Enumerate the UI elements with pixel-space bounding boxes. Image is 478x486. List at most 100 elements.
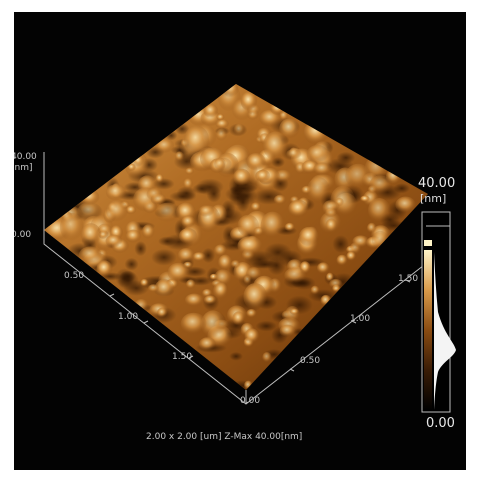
surface-peak	[313, 162, 332, 176]
surface-peak	[260, 211, 285, 239]
y-tick-label-150: 1.50	[398, 274, 419, 284]
surface-peak	[250, 202, 261, 212]
surface-peak	[345, 163, 372, 189]
scan-size-caption: 2.00 x 2.00 [um] Z-Max 40.00[nm]	[146, 432, 303, 442]
surface-peak	[140, 278, 149, 287]
surface-peak	[185, 293, 204, 307]
surface-peak	[192, 252, 206, 262]
y-tick	[289, 368, 295, 372]
surface-peak	[244, 328, 260, 344]
surface-peak	[289, 308, 299, 316]
colorbar-top-label: 40.00	[418, 176, 456, 191]
surface-peak	[216, 113, 225, 121]
surface-peak	[230, 260, 241, 269]
surface-valley	[393, 183, 411, 194]
surface-peak	[59, 212, 84, 242]
surface-peak	[146, 187, 163, 201]
surface-valley	[195, 178, 224, 196]
surface-peak	[303, 119, 329, 145]
surface-valley	[151, 248, 177, 266]
surface-peak	[177, 248, 195, 263]
surface-peak	[279, 118, 300, 139]
surface-peak	[185, 167, 195, 175]
surface-peak	[199, 337, 216, 352]
surface-peak	[213, 282, 228, 300]
surface-valley	[124, 257, 139, 271]
surface-peak	[80, 189, 100, 206]
surface-peak	[255, 169, 271, 183]
surface-peak	[329, 278, 343, 289]
surface-peak	[395, 196, 416, 214]
surface-peak	[284, 222, 295, 232]
surface-peak	[216, 128, 228, 141]
colorbar-marker	[424, 240, 432, 246]
surface-peak	[157, 307, 168, 318]
surface-valley	[251, 259, 279, 270]
surface-peak	[273, 194, 287, 205]
surface-valley	[255, 320, 278, 332]
surface-valley	[228, 183, 258, 193]
surface-peak	[243, 283, 268, 311]
z-unit-label: [nm]	[14, 163, 33, 173]
x-tick	[188, 355, 194, 359]
surface-peak	[105, 184, 127, 201]
afm-surface-render	[43, 84, 456, 413]
y-tick	[351, 320, 357, 324]
surface-peak	[80, 223, 102, 247]
surface-peak	[368, 198, 391, 223]
surface-valley	[169, 190, 197, 203]
surface-peak	[237, 214, 260, 237]
surface-valley	[115, 268, 135, 288]
surface-peak	[320, 294, 332, 307]
surface-peak	[180, 312, 207, 335]
surface-peak	[96, 260, 113, 278]
surface-peak	[246, 308, 257, 318]
surface-peak	[310, 285, 320, 295]
surface-peak	[366, 222, 377, 234]
surface-peak	[185, 279, 196, 290]
surface-peak	[288, 199, 309, 218]
colorbar-gradient	[424, 250, 432, 410]
surface-peak	[141, 224, 155, 239]
surface-peak	[317, 262, 330, 274]
surface-peak	[214, 157, 226, 171]
surface-peak	[125, 229, 142, 243]
surface-valley	[229, 351, 243, 361]
surface-peak	[155, 138, 175, 154]
surface-peak	[233, 123, 245, 136]
surface-features	[44, 84, 416, 390]
z-max-label: 40.00	[14, 152, 37, 162]
surface-peak	[233, 168, 251, 186]
surface-peak	[336, 254, 348, 266]
surface-peak	[218, 254, 233, 271]
surface-peak	[181, 215, 196, 229]
surface-peak	[125, 205, 137, 215]
surface-peak	[78, 246, 102, 264]
surface-peak	[246, 152, 266, 171]
surface-peak	[244, 380, 253, 390]
surface-peak	[77, 202, 102, 221]
surface-peak	[240, 91, 258, 111]
surface-valley	[134, 241, 147, 257]
x-tick-label-100: 1.00	[118, 312, 139, 322]
surface-peak	[155, 173, 164, 184]
y-tick-label-050: 0.50	[300, 356, 321, 366]
surface-peak	[299, 226, 319, 247]
surface-peak	[325, 218, 338, 233]
surface-peak	[105, 234, 123, 248]
y-tick-label-100: 1.00	[350, 314, 371, 324]
surface-peak	[232, 311, 245, 326]
surface-peak	[352, 235, 370, 248]
surface-peak	[369, 175, 392, 194]
afm-image-canvas: 40.00 [nm] 0.00 0.50 1.00 1.50 0.00 0.50…	[14, 12, 466, 470]
surface-peak	[214, 244, 227, 257]
surface-peak	[237, 236, 263, 256]
x-tick-label-050: 0.50	[64, 271, 85, 281]
surface-peak	[385, 168, 402, 185]
surface-peak	[371, 230, 389, 250]
y-tick	[405, 279, 411, 283]
colorbar-bottom-label: 0.00	[426, 416, 455, 431]
x-tick-label-150: 1.50	[172, 352, 193, 362]
surface-peak	[279, 324, 296, 338]
surface-peak	[245, 267, 262, 281]
